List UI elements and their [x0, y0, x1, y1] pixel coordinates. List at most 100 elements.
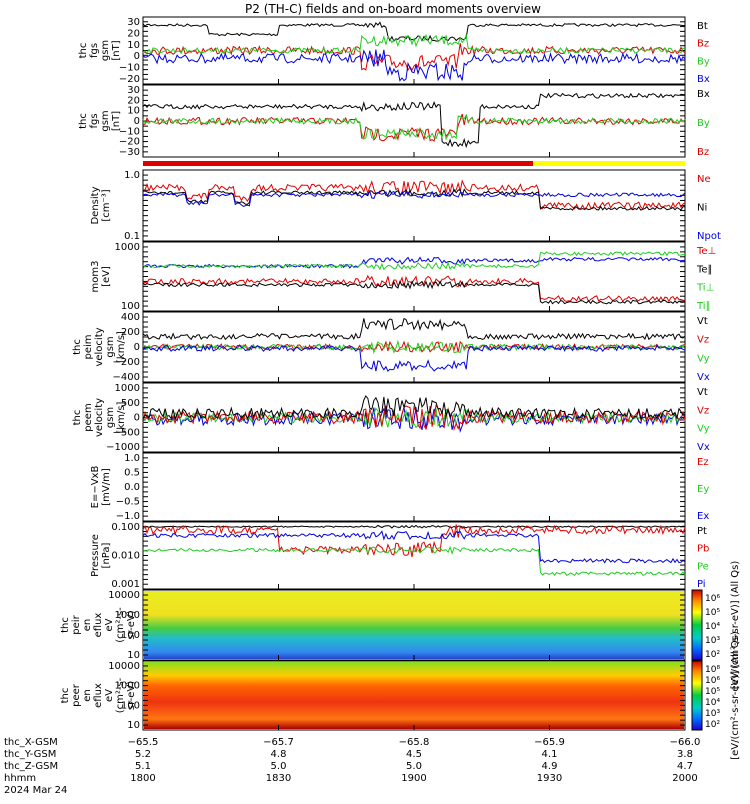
- xaxis-value: 2000: [672, 773, 697, 784]
- series-bz: [143, 113, 686, 142]
- y-tick-label: −400: [113, 372, 140, 383]
- legend-Vx: Vx: [697, 372, 710, 383]
- colorbar-tick-label: 10⁴: [705, 622, 720, 632]
- series-bx: [142, 92, 686, 149]
- colorbar-tick-label: 10⁸: [705, 665, 720, 675]
- y-tick-label: −200: [113, 357, 140, 368]
- y-tick-label: 20: [127, 28, 140, 39]
- xaxis-value: 4.9: [542, 761, 558, 772]
- y-tick-label: 100: [121, 630, 140, 641]
- legend-Ne: Ne: [697, 174, 711, 185]
- legend-Pb: Pb: [697, 544, 709, 555]
- series-pb: [142, 524, 686, 558]
- y-axis-label: fgs: [89, 43, 100, 58]
- xaxis-row-label: thc_Y-GSM: [4, 749, 56, 760]
- legend-Ti⊥: Ti⊥: [696, 283, 714, 294]
- y-tick-label: 100: [121, 700, 140, 711]
- y-axis-label: gsm: [105, 336, 116, 357]
- y-axis-label: gsm: [100, 40, 111, 61]
- series-vz: [142, 403, 686, 432]
- legend-Pe: Pe: [697, 561, 709, 572]
- y-tick-label: 0.5: [124, 468, 140, 479]
- y-axis-label: Pressure: [90, 534, 101, 577]
- series-bz: [142, 43, 686, 72]
- colorbar-tick-label: 10⁶: [705, 594, 720, 604]
- y-tick-label: −30: [119, 147, 140, 158]
- series-tperp-blue: [142, 256, 686, 269]
- y-axis-label: [nPa]: [101, 542, 112, 568]
- heatmap-image: [144, 662, 684, 729]
- y-tick-label: −20: [119, 137, 140, 148]
- y-tick-label: −20: [119, 74, 140, 85]
- y-axis-label: sr-eV): [126, 681, 137, 710]
- y-tick-label: 400: [121, 312, 140, 323]
- legend-By: By: [697, 118, 710, 129]
- colorbar-tick-label: 10⁵: [705, 608, 720, 618]
- chart-title: P2 (TH-C) fields and on-board moments ov…: [245, 2, 541, 16]
- colorbar-tick-label: 10³: [705, 709, 720, 719]
- legend-Te⊥: Te⊥: [696, 246, 716, 257]
- legend-Bx: Bx: [697, 89, 710, 100]
- legend-Npot: Npot: [697, 231, 721, 242]
- y-axis-label: thc: [72, 339, 83, 355]
- y-tick-label: 1000: [115, 610, 140, 621]
- y-axis-label: velocity: [94, 327, 105, 366]
- legend-Vt: Vt: [697, 387, 708, 398]
- y-tick-label: 0: [134, 116, 140, 127]
- legend-Ex: Ex: [697, 511, 709, 522]
- xaxis-value: −65.5: [128, 737, 159, 748]
- legend-Ez: Ez: [697, 457, 709, 468]
- xaxis-row-label: thc_X-GSM: [4, 737, 58, 748]
- xaxis-value: 4.7: [677, 761, 693, 772]
- y-tick-label: 0: [134, 413, 140, 424]
- colorbar-tick-label: 10⁶: [705, 676, 720, 686]
- y-axis-label: mom3: [90, 261, 101, 293]
- y-tick-label: 10000: [108, 661, 140, 672]
- legend-Pt: Pt: [697, 526, 707, 537]
- legend-Pi: Pi: [697, 579, 706, 590]
- xaxis-value: 4.8: [271, 749, 287, 760]
- y-tick-label: 0: [134, 342, 140, 353]
- xaxis-value: 3.8: [677, 749, 693, 760]
- legend-Ni: Ni: [697, 203, 707, 214]
- y-axis-label: en: [82, 689, 93, 702]
- y-axis-label: thc: [60, 688, 71, 704]
- y-axis-label: [eV]: [101, 266, 112, 287]
- y-tick-label: 200: [121, 327, 140, 338]
- xaxis-value: −65.9: [534, 737, 565, 748]
- y-tick-label: 100: [121, 301, 140, 312]
- legend-By: By: [697, 56, 710, 67]
- xaxis-date: 2024 Mar 24: [4, 785, 67, 796]
- y-tick-label: 1000: [115, 242, 140, 253]
- legend-Vy: Vy: [697, 424, 710, 435]
- xaxis-value: 1930: [537, 773, 562, 784]
- y-axis-label: E=−VxB: [90, 466, 101, 509]
- colorbar-tick-label: 10²: [705, 650, 720, 660]
- series-by: [142, 114, 686, 141]
- series-npot: [142, 190, 686, 207]
- colorbar-tick-label: 10²: [705, 720, 720, 730]
- y-axis-label: thc: [78, 43, 89, 59]
- series-te-par: [142, 280, 686, 305]
- y-tick-label: 500: [121, 398, 140, 409]
- y-axis-label: eV: [104, 689, 115, 702]
- y-axis-label: eV: [104, 618, 115, 631]
- panel-frame: [142, 452, 686, 522]
- panel-frame: [142, 241, 686, 312]
- panel-frame: [142, 169, 686, 242]
- y-axis-label: (cm²-s-: [115, 607, 126, 643]
- series-vx: [142, 344, 686, 372]
- y-tick-label: −1000: [106, 442, 140, 453]
- series-vt: [142, 395, 686, 421]
- legend-Te∥: Te∥: [696, 264, 713, 275]
- y-tick-label: 1000: [115, 681, 140, 692]
- panel-p7: 1.0 0.5 0.0 −0.5 −1.0 E=−VxB [mV/m] Ez Ey Ex: [90, 452, 709, 522]
- colorbar-tick-label: 10⁵: [705, 687, 720, 697]
- y-tick-label: 10000: [108, 590, 140, 601]
- y-axis-label: [km/s]: [116, 401, 127, 433]
- y-tick-label: 0.1: [124, 231, 140, 242]
- y-tick-label: 20: [127, 95, 140, 106]
- xaxis-value: 1830: [266, 773, 291, 784]
